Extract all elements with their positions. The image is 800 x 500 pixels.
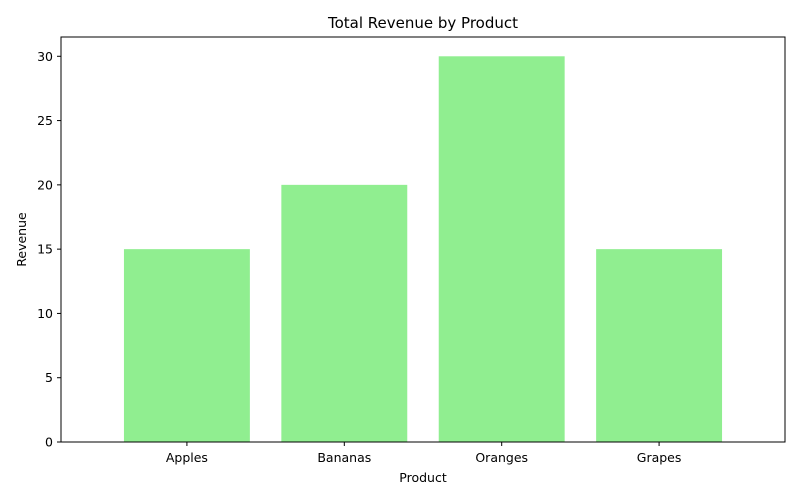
x-axis-label: Product — [399, 470, 447, 485]
y-axis-label: Revenue — [14, 212, 29, 267]
x-tick-label: Apples — [166, 450, 208, 465]
x-tick-label: Grapes — [637, 450, 682, 465]
y-axis-ticks: 0 5 10 15 20 25 30 — [37, 49, 61, 450]
y-tick-label: 15 — [37, 242, 53, 257]
y-tick-label: 20 — [37, 177, 53, 192]
bar-grapes — [596, 249, 723, 442]
bar-oranges — [438, 56, 565, 443]
bar-bananas — [281, 184, 408, 442]
y-tick-label: 10 — [37, 306, 53, 321]
bar-apples — [123, 249, 250, 442]
y-tick-label: 30 — [37, 49, 53, 64]
chart-title: Total Revenue by Product — [327, 14, 518, 32]
x-axis-ticks: Apples Bananas Oranges Grapes — [166, 442, 682, 465]
x-tick-label: Oranges — [475, 450, 528, 465]
y-tick-label: 25 — [37, 113, 53, 128]
y-tick-label: 0 — [45, 435, 53, 450]
x-tick-label: Bananas — [317, 450, 371, 465]
plot-frame — [60, 36, 786, 443]
y-tick-label: 5 — [45, 370, 53, 385]
bars-group — [123, 56, 723, 443]
